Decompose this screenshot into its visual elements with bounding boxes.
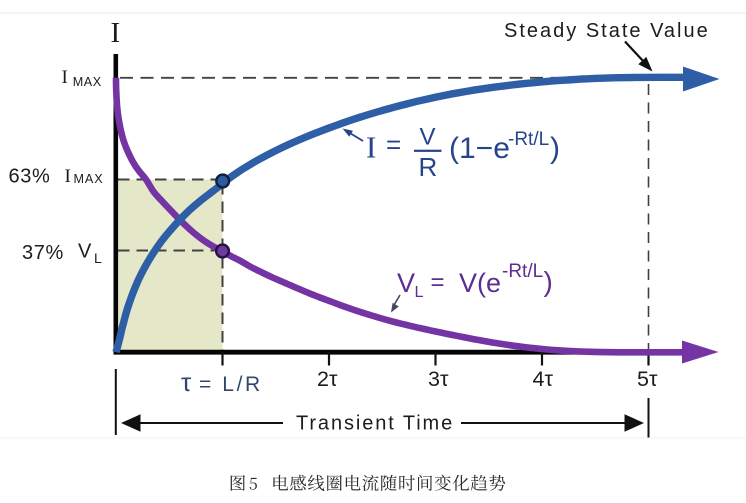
svg-text:τ: τ	[181, 367, 192, 397]
svg-text:I: I	[65, 166, 71, 187]
svg-text:37%: 37%	[22, 242, 64, 264]
svg-text:L: L	[415, 284, 424, 301]
svg-text:=: =	[386, 130, 401, 160]
svg-text:-Rt/L: -Rt/L	[502, 261, 543, 282]
svg-text:3τ: 3τ	[428, 367, 449, 391]
svg-text:63%: 63%	[9, 166, 51, 188]
svg-text:5τ: 5τ	[637, 367, 658, 391]
svg-text:R: R	[419, 152, 438, 182]
svg-text:I: I	[366, 130, 376, 165]
svg-text:V: V	[78, 241, 92, 263]
svg-text:-Rt/L: -Rt/L	[508, 129, 549, 150]
svg-text:Steady State Value: Steady State Value	[504, 20, 710, 42]
svg-text:I: I	[111, 17, 121, 49]
svg-text:MAX: MAX	[74, 172, 104, 186]
svg-text:): )	[544, 266, 553, 297]
svg-text:2τ: 2τ	[317, 367, 338, 391]
svg-text:): )	[550, 132, 560, 165]
svg-text:= L/R: = L/R	[199, 373, 263, 396]
svg-text:L: L	[94, 250, 102, 266]
svg-text:(1−e: (1−e	[449, 132, 510, 165]
svg-text:V: V	[420, 124, 436, 151]
svg-text:MAX: MAX	[73, 75, 102, 89]
svg-text:V: V	[397, 268, 415, 298]
svg-text:I: I	[62, 67, 68, 88]
svg-text:Transient Time: Transient Time	[296, 413, 454, 435]
svg-text:V(e: V(e	[459, 268, 501, 298]
svg-text:=: =	[431, 269, 445, 296]
svg-text:4τ: 4τ	[533, 367, 554, 391]
